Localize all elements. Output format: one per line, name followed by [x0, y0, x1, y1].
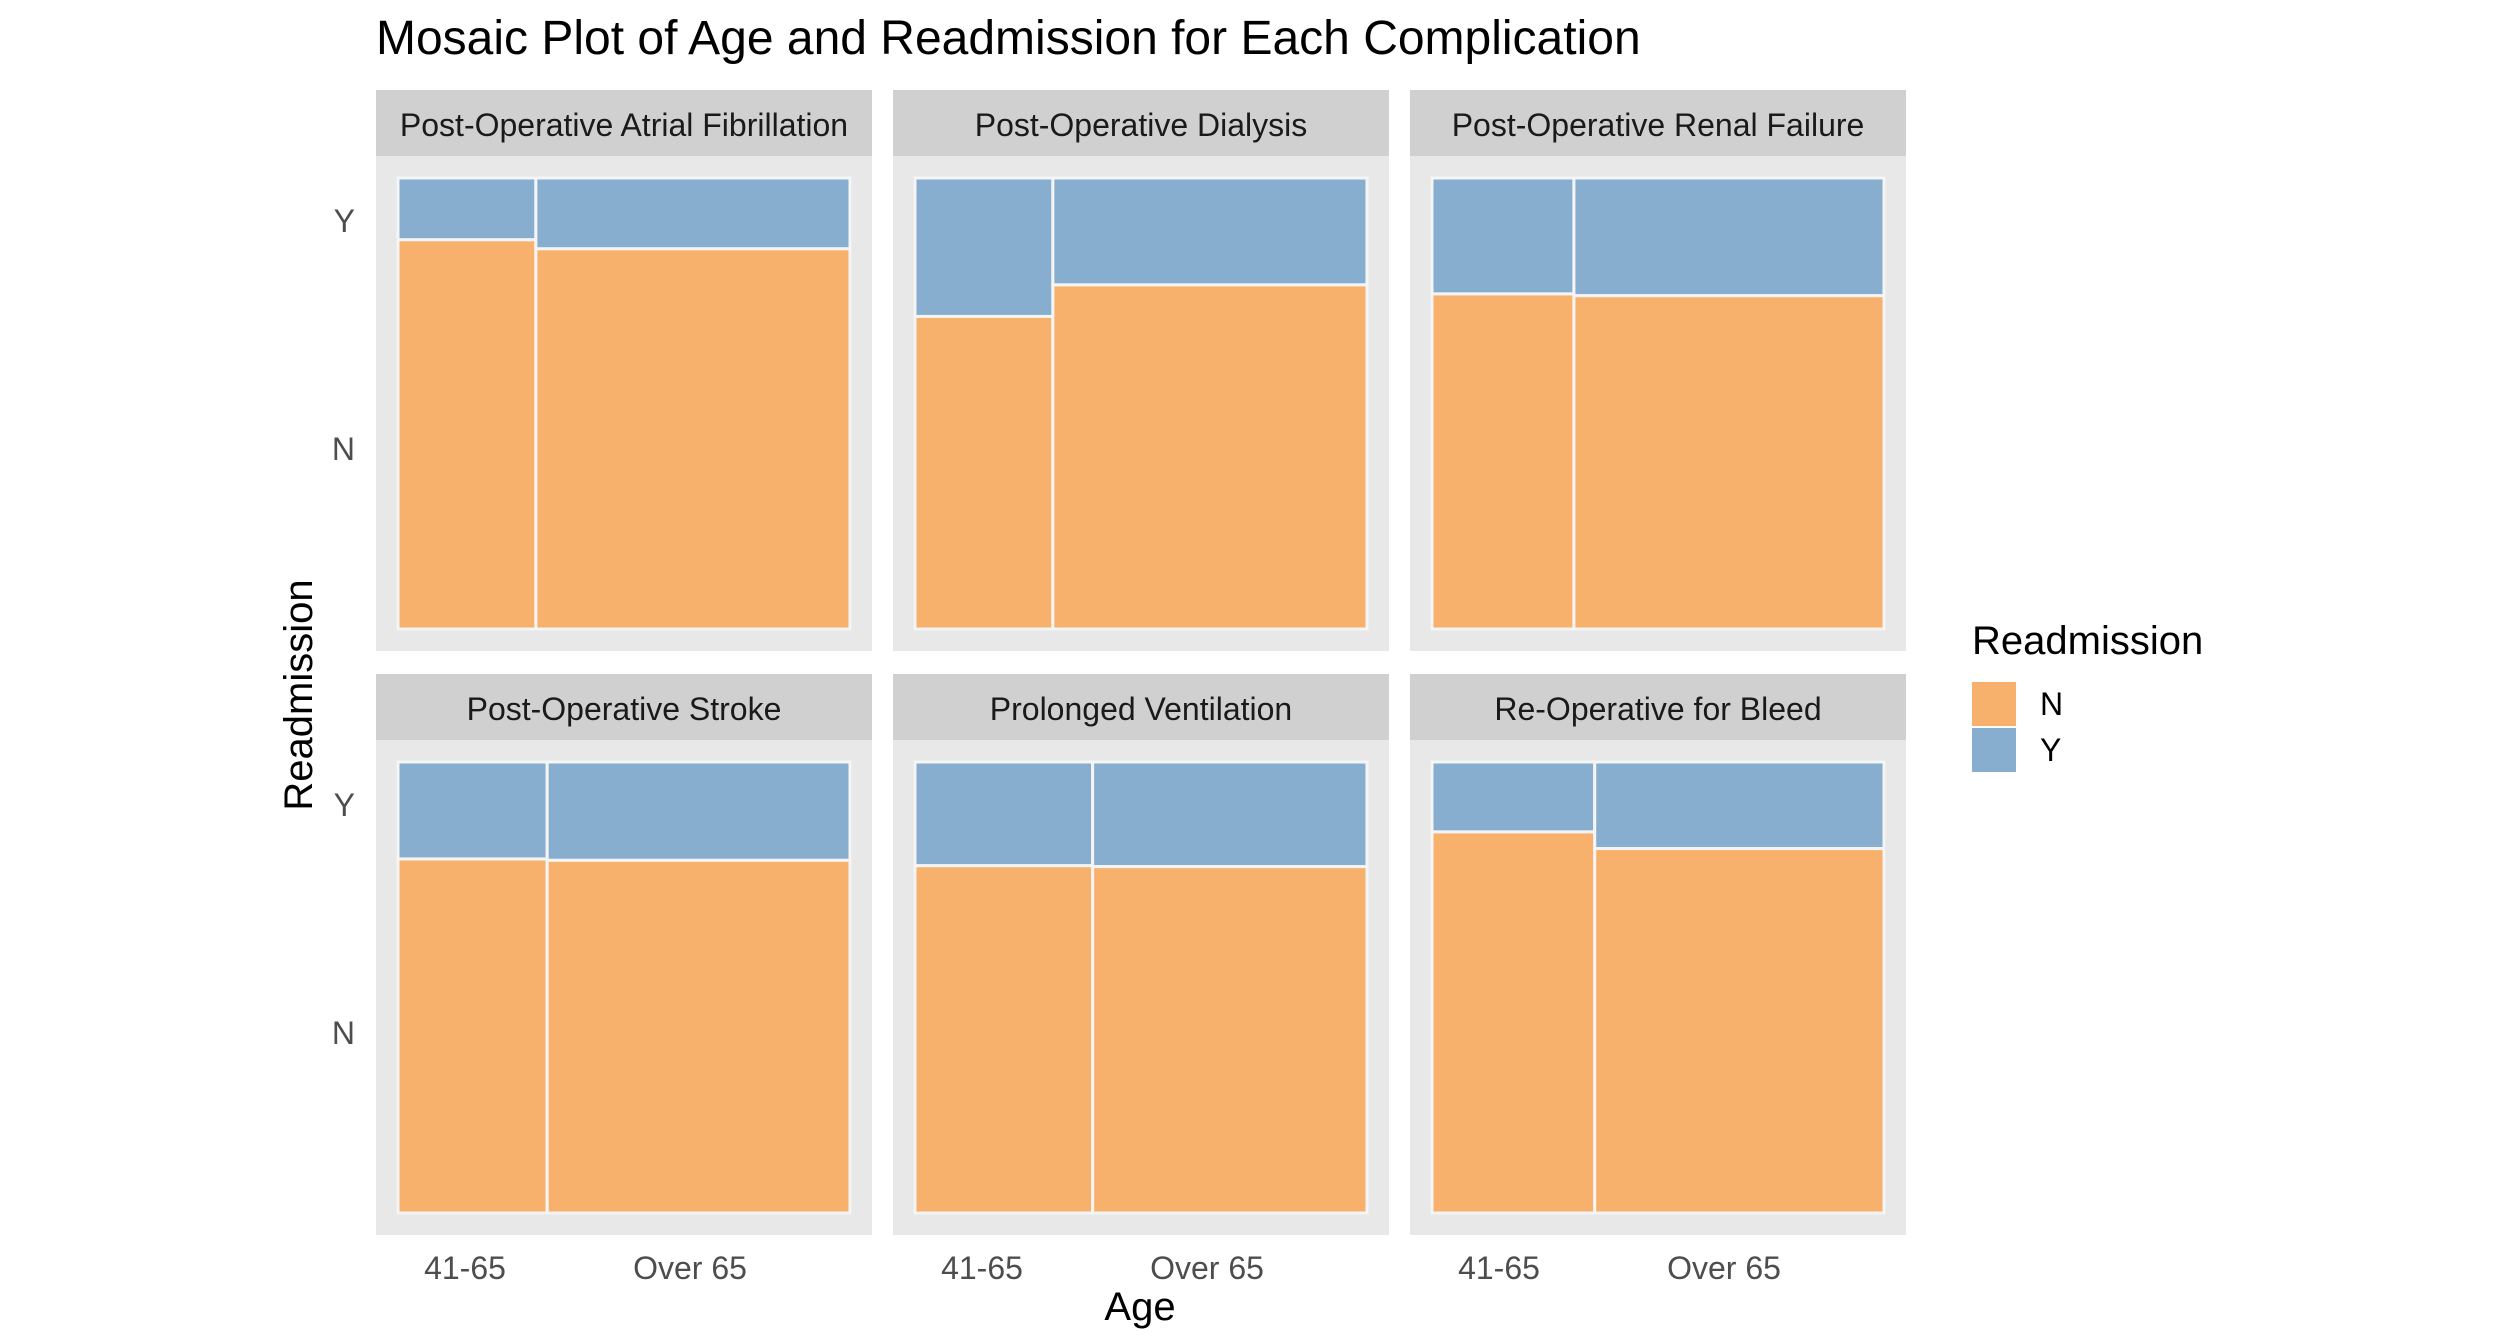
legend-title: Readmission — [1972, 619, 2203, 663]
tile-41-65-N — [1430, 830, 1597, 1215]
strip-label: Post-Operative Stroke — [467, 691, 782, 727]
x-tick-label: 41-65 — [941, 1250, 1023, 1286]
x-tick-label: 41-65 — [1458, 1250, 1540, 1286]
panel-post-operative-dialysis: Post-Operative Dialysis — [893, 90, 1389, 651]
legend-label: Y — [2040, 732, 2061, 768]
strip-label: Post-Operative Atrial Fibrillation — [400, 107, 848, 143]
tile-41-65-Y — [913, 760, 1095, 868]
x-tick-label: Over 65 — [633, 1250, 747, 1286]
y-tick-label: N — [332, 431, 355, 467]
strip-background — [376, 90, 872, 156]
x-tick-label: Over 65 — [1667, 1250, 1781, 1286]
tile-over-65-N — [1051, 283, 1369, 631]
tile-over-65-Y — [534, 176, 852, 251]
tile-over-65-N — [1572, 294, 1886, 631]
y-axis-title: Readmission — [277, 579, 321, 810]
y-tick-label: Y — [334, 787, 355, 823]
strip-label: Prolonged Ventilation — [990, 691, 1292, 727]
legend: Readmission NY — [1972, 619, 2203, 772]
x-tick-label: 41-65 — [424, 1250, 506, 1286]
strip-background — [893, 90, 1389, 156]
panel-prolonged-ventilation: Prolonged Ventilation — [893, 674, 1389, 1235]
panel-post-operative-atrial-fibrillation: Post-Operative Atrial Fibrillation — [376, 90, 872, 651]
tile-over-65-Y — [1091, 760, 1369, 869]
panel-re-operative-for-bleed: Re-Operative for Bleed — [1410, 674, 1906, 1235]
strip-label: Post-Operative Renal Failure — [1452, 107, 1865, 143]
tile-over-65-N — [534, 247, 852, 631]
chart-title: Mosaic Plot of Age and Readmission for E… — [376, 12, 1641, 65]
tile-41-65-Y — [396, 176, 538, 242]
strip-label: Post-Operative Dialysis — [975, 107, 1308, 143]
strip-label: Re-Operative for Bleed — [1494, 691, 1821, 727]
tile-over-65-N — [1091, 865, 1369, 1215]
tile-over-65-N — [1593, 847, 1886, 1215]
panel-post-operative-stroke: Post-Operative Stroke — [376, 674, 872, 1235]
y-tick-label: N — [332, 1015, 355, 1051]
tile-41-65-N — [396, 857, 549, 1215]
y-tick-label: Y — [334, 203, 355, 239]
y-axis: Y N Y N — [332, 203, 355, 1051]
tile-over-65-Y — [1051, 176, 1369, 287]
tile-41-65-Y — [1430, 760, 1597, 834]
tile-41-65-Y — [1430, 176, 1576, 296]
tile-over-65-Y — [1572, 176, 1886, 298]
panel-post-operative-renal-failure: Post-Operative Renal Failure — [1410, 90, 1906, 651]
legend-label: N — [2040, 686, 2063, 722]
tile-over-65-Y — [1593, 760, 1886, 851]
x-tick-label: Over 65 — [1150, 1250, 1264, 1286]
x-axis: 41-65 Over 65 41-65 Over 65 41-65 Over 65 — [424, 1250, 1781, 1286]
tile-over-65-N — [545, 858, 852, 1215]
tile-41-65-Y — [913, 176, 1055, 318]
strip-background — [1410, 90, 1906, 156]
tile-41-65-Y — [396, 760, 549, 861]
legend-key-N — [1972, 682, 2016, 726]
tile-41-65-N — [913, 314, 1055, 631]
tile-41-65-N — [1430, 292, 1576, 631]
tile-41-65-N — [913, 864, 1095, 1215]
strip-background — [376, 674, 872, 740]
legend-key-Y — [1972, 728, 2016, 772]
strip-background — [1410, 674, 1906, 740]
facet-panels: Post-Operative Atrial Fibrillation Post-O… — [376, 90, 1906, 1235]
tile-over-65-Y — [545, 760, 852, 862]
strip-background — [893, 674, 1389, 740]
tile-41-65-N — [396, 238, 538, 631]
x-axis-title: Age — [1104, 1285, 1175, 1329]
